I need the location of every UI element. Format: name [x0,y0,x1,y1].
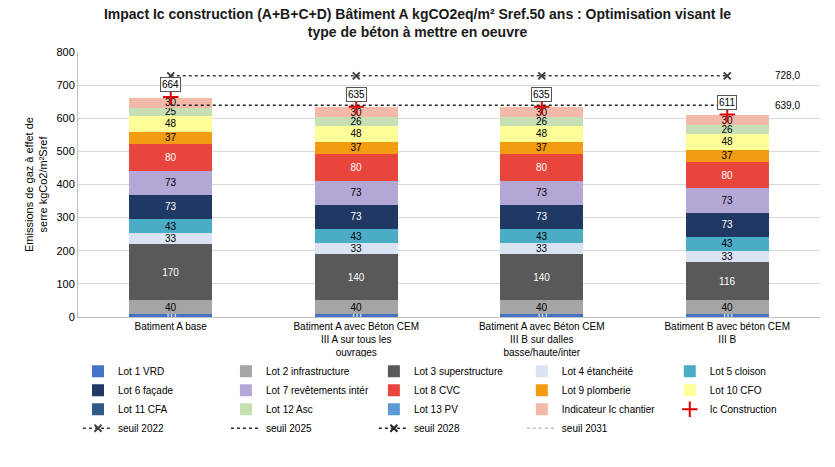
svg-text:700: 700 [56,79,74,91]
svg-text:80: 80 [165,152,177,163]
svg-text:48: 48 [350,128,362,139]
svg-text:Emissions de gaz à effet deser: Emissions de gaz à effet deserre kgCo2/m… [23,117,49,252]
svg-text:37: 37 [721,150,733,161]
svg-text:Lot 8 CVC: Lot 8 CVC [414,385,460,396]
svg-text:Impact Ic construction (A+B+C+: Impact Ic construction (A+B+C+D) Bâtimen… [104,6,731,40]
svg-text:30: 30 [350,107,362,118]
svg-text:140: 140 [348,272,365,283]
svg-text:611: 611 [719,97,735,108]
svg-text:73: 73 [721,195,733,206]
svg-text:10: 10 [350,310,362,321]
svg-text:30: 30 [536,107,548,118]
svg-text:10: 10 [721,310,733,321]
svg-text:30: 30 [721,115,733,126]
svg-text:33: 33 [536,243,548,254]
svg-text:10: 10 [536,310,548,321]
svg-text:0: 0 [69,311,75,323]
svg-text:100: 100 [56,278,74,290]
svg-text:Lot 13 PV: Lot 13 PV [414,404,458,415]
svg-text:Lot 10 CFO: Lot 10 CFO [710,385,762,396]
svg-text:80: 80 [350,162,362,173]
svg-text:seuil 2022: seuil 2022 [118,423,164,434]
svg-text:300: 300 [56,211,74,223]
svg-text:Lot 1 VRD: Lot 1 VRD [118,366,164,377]
svg-text:33: 33 [165,233,177,244]
svg-text:600: 600 [56,112,74,124]
svg-text:33: 33 [350,243,362,254]
svg-text:140: 140 [533,272,550,283]
svg-text:73: 73 [350,211,362,222]
svg-text:170: 170 [162,267,179,278]
svg-text:73: 73 [536,187,548,198]
svg-text:seuil 2028: seuil 2028 [414,423,460,434]
svg-text:800: 800 [56,46,74,58]
svg-text:seuil 2025: seuil 2025 [266,423,312,434]
svg-text:Lot 4 étanchéité: Lot 4 étanchéité [562,366,634,377]
svg-text:40: 40 [165,302,177,313]
svg-text:80: 80 [721,170,733,181]
svg-text:Indicateur Ic chantier: Indicateur Ic chantier [562,404,655,415]
svg-text:48: 48 [536,128,548,139]
svg-text:Ic Construction: Ic Construction [710,404,777,415]
svg-text:Batiment A avec Béton CEMIII A: Batiment A avec Béton CEMIII A sur tous … [293,321,419,358]
svg-text:116: 116 [719,276,735,287]
svg-text:43: 43 [165,221,177,232]
svg-text:73: 73 [165,201,177,212]
svg-text:26: 26 [350,116,362,127]
svg-text:seuil 2031: seuil 2031 [562,423,608,434]
svg-text:43: 43 [536,231,548,242]
svg-text:73: 73 [165,177,177,188]
svg-text:200: 200 [56,245,74,257]
svg-text:43: 43 [721,238,733,249]
svg-text:Lot 7 revêtements intér: Lot 7 revêtements intér [266,385,369,396]
svg-text:Lot 11 CFA: Lot 11 CFA [118,404,168,415]
svg-text:73: 73 [536,211,548,222]
svg-text:30: 30 [165,97,177,108]
svg-text:Lot 5 cloison: Lot 5 cloison [710,366,766,377]
svg-text:26: 26 [721,124,733,135]
svg-text:40: 40 [536,302,548,313]
svg-text:48: 48 [721,136,733,147]
svg-text:Lot 6 façade: Lot 6 façade [118,385,173,396]
svg-text:400: 400 [56,178,74,190]
svg-text:37: 37 [165,132,177,143]
svg-text:80: 80 [536,162,548,173]
svg-text:635: 635 [348,89,365,100]
svg-text:48: 48 [165,118,177,129]
svg-text:639,0: 639,0 [775,100,800,111]
svg-text:Lot 2 infrastructure: Lot 2 infrastructure [266,366,350,377]
svg-text:73: 73 [721,219,733,230]
svg-text:37: 37 [350,142,362,153]
svg-text:40: 40 [721,302,733,313]
svg-text:26: 26 [536,116,548,127]
svg-text:Batiment A avec Béton CEMIII B: Batiment A avec Béton CEMIII B sur dalle… [479,321,605,358]
svg-text:37: 37 [536,142,548,153]
svg-text:73: 73 [350,187,362,198]
svg-text:728,0: 728,0 [775,70,800,81]
svg-text:40: 40 [350,302,362,313]
svg-text:Lot 9 plomberie: Lot 9 plomberie [562,385,631,396]
svg-text:Lot 12 Asc: Lot 12 Asc [266,404,313,415]
svg-text:Batiment A base: Batiment A base [135,321,208,332]
svg-text:43: 43 [350,231,362,242]
svg-text:25: 25 [165,106,177,117]
svg-text:500: 500 [56,145,74,157]
svg-text:635: 635 [533,89,550,100]
svg-text:664: 664 [162,79,179,90]
svg-text:Lot 3 superstructure: Lot 3 superstructure [414,366,503,377]
svg-text:Batiment B avec béton CEMIII B: Batiment B avec béton CEMIII B [664,321,790,345]
svg-text:10: 10 [165,310,177,321]
svg-text:33: 33 [721,251,733,262]
